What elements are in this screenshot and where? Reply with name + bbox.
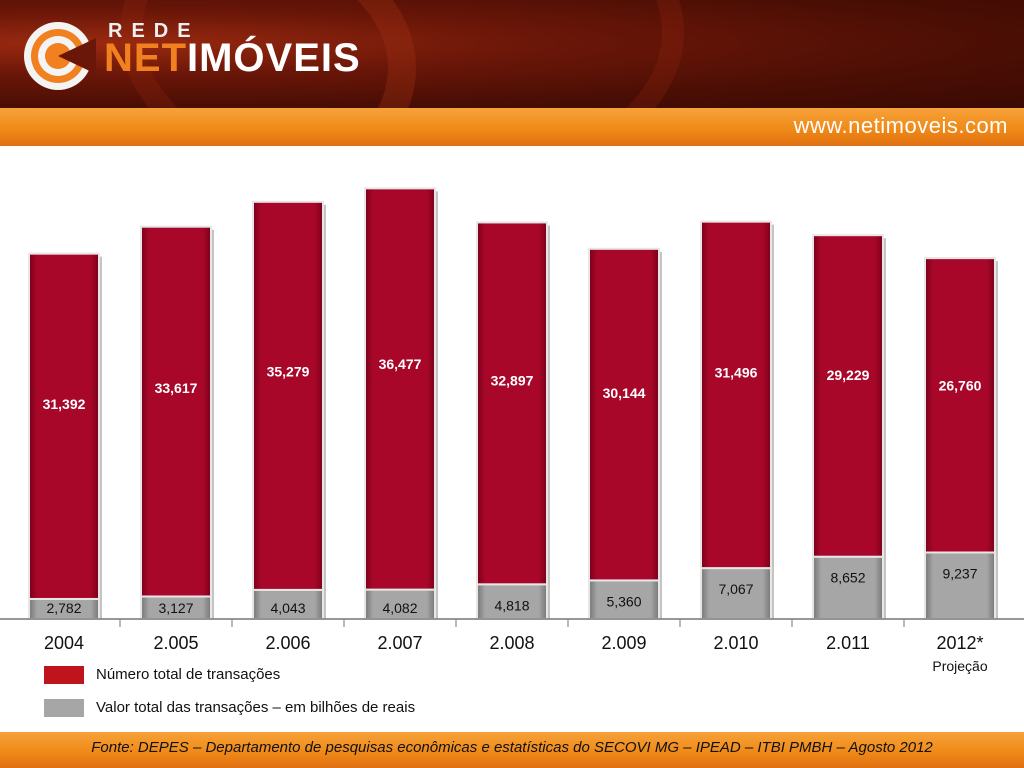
data-label-value-5: 5,360 — [606, 593, 641, 609]
x-tick-label-4: 2.008 — [489, 633, 534, 653]
x-tick-label-0: 2004 — [44, 633, 84, 653]
data-label-transactions-7: 29,229 — [827, 367, 870, 383]
data-label-value-3: 4,082 — [382, 600, 417, 616]
data-label-value-4: 4,818 — [494, 597, 529, 613]
brand-net: NET — [104, 36, 187, 80]
legend-label-value: Valor total das transações – em bilhões … — [96, 699, 416, 716]
data-label-value-1: 3,127 — [158, 600, 193, 616]
bar-value-4 — [476, 583, 548, 620]
data-label-value-2: 4,043 — [270, 600, 305, 616]
bar-value-8 — [924, 551, 996, 620]
data-label-transactions-6: 31,496 — [715, 365, 758, 381]
header-banner: REDE NETIMÓVEIS — [0, 0, 1024, 108]
data-label-transactions-2: 35,279 — [267, 363, 310, 379]
x-tick-label-3: 2.007 — [377, 633, 422, 653]
x-tick-label-5: 2.009 — [601, 633, 646, 653]
data-label-value-7: 8,652 — [830, 570, 865, 586]
bar-transactions-0 — [28, 252, 100, 600]
x-tick-label-8: 2012* — [936, 633, 983, 653]
bar-transactions-8 — [924, 257, 996, 554]
bar-transactions-6 — [700, 220, 772, 570]
netimoveis-logo-icon — [24, 22, 96, 90]
footer-band — [0, 732, 1024, 768]
brand-imoveis: IMÓVEIS — [187, 36, 361, 80]
legend-swatch-value — [44, 699, 84, 717]
bar-transactions-3 — [364, 187, 436, 591]
data-label-value-8: 9,237 — [942, 565, 977, 581]
x-tick-label-7: 2.011 — [826, 633, 870, 653]
data-label-transactions-5: 30,144 — [603, 385, 646, 401]
bar-transactions-2 — [252, 200, 324, 591]
source-note: Fonte: DEPES – Departamento de pesquisas… — [91, 739, 933, 756]
legend-swatch-transactions — [44, 666, 84, 684]
bar-value-7 — [812, 555, 884, 620]
data-label-transactions-3: 36,477 — [379, 356, 422, 372]
legend-label-transactions: Número total de transações — [96, 666, 281, 683]
bar-transactions-1 — [140, 225, 212, 598]
brand-name: NETIMÓVEIS — [104, 36, 361, 81]
bar-value-5 — [588, 579, 660, 620]
x-tick-label-1: 2.005 — [153, 633, 198, 653]
bar-chart: 2,782 31,392 2004 3,127 33,617 2.005 4,043 35,2… — [0, 187, 1024, 674]
data-label-value-0: 2,782 — [46, 600, 81, 616]
x-tick-label-6: 2.010 — [713, 633, 758, 653]
orange-band — [0, 108, 1024, 146]
x-tick-label-2: 2.006 — [265, 633, 310, 653]
data-label-value-6: 7,067 — [718, 581, 753, 597]
data-label-transactions-0: 31,392 — [43, 396, 86, 412]
bar-transactions-4 — [476, 221, 548, 586]
data-label-transactions-4: 32,897 — [491, 372, 534, 388]
data-label-transactions-8: 26,760 — [939, 378, 982, 394]
projection-note: Projeção — [932, 658, 987, 674]
data-label-transactions-1: 33,617 — [155, 380, 198, 396]
bar-transactions-5 — [588, 247, 660, 582]
website-url[interactable]: www.netimoveis.com — [793, 113, 1008, 138]
brand-rede: REDE — [108, 20, 200, 42]
bar-transactions-7 — [812, 234, 884, 558]
